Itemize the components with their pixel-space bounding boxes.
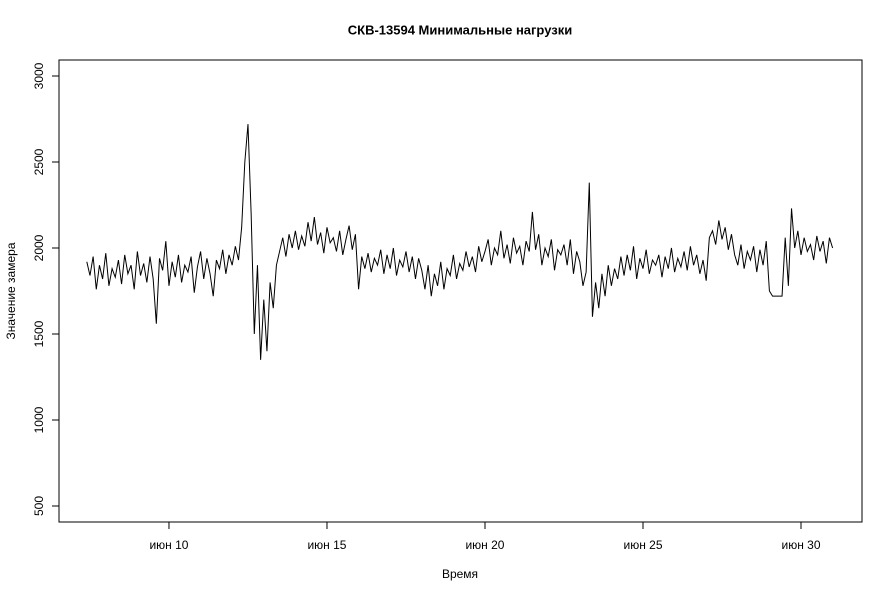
x-tick-label: июн 10: [149, 538, 188, 552]
plot-frame: [58, 59, 863, 523]
y-tick-label: 1000: [32, 406, 46, 433]
x-axis-label: Время: [442, 567, 478, 581]
data-line: [86, 124, 834, 360]
y-axis-label: Значение замера: [4, 242, 18, 339]
chart-title: СКВ-13594 Минимальные нагрузки: [348, 22, 572, 37]
y-tick-label: 3000: [32, 62, 46, 89]
y-tick-label: 1500: [32, 320, 46, 347]
x-tick-label: июн 25: [623, 538, 662, 552]
y-tick-label: 2000: [32, 234, 46, 261]
x-tick-label: июн 30: [782, 538, 821, 552]
y-tick-label: 500: [32, 496, 46, 516]
y-tick-label: 2500: [32, 148, 46, 175]
x-tick-label: июн 15: [307, 538, 346, 552]
x-tick-label: июн 20: [465, 538, 504, 552]
